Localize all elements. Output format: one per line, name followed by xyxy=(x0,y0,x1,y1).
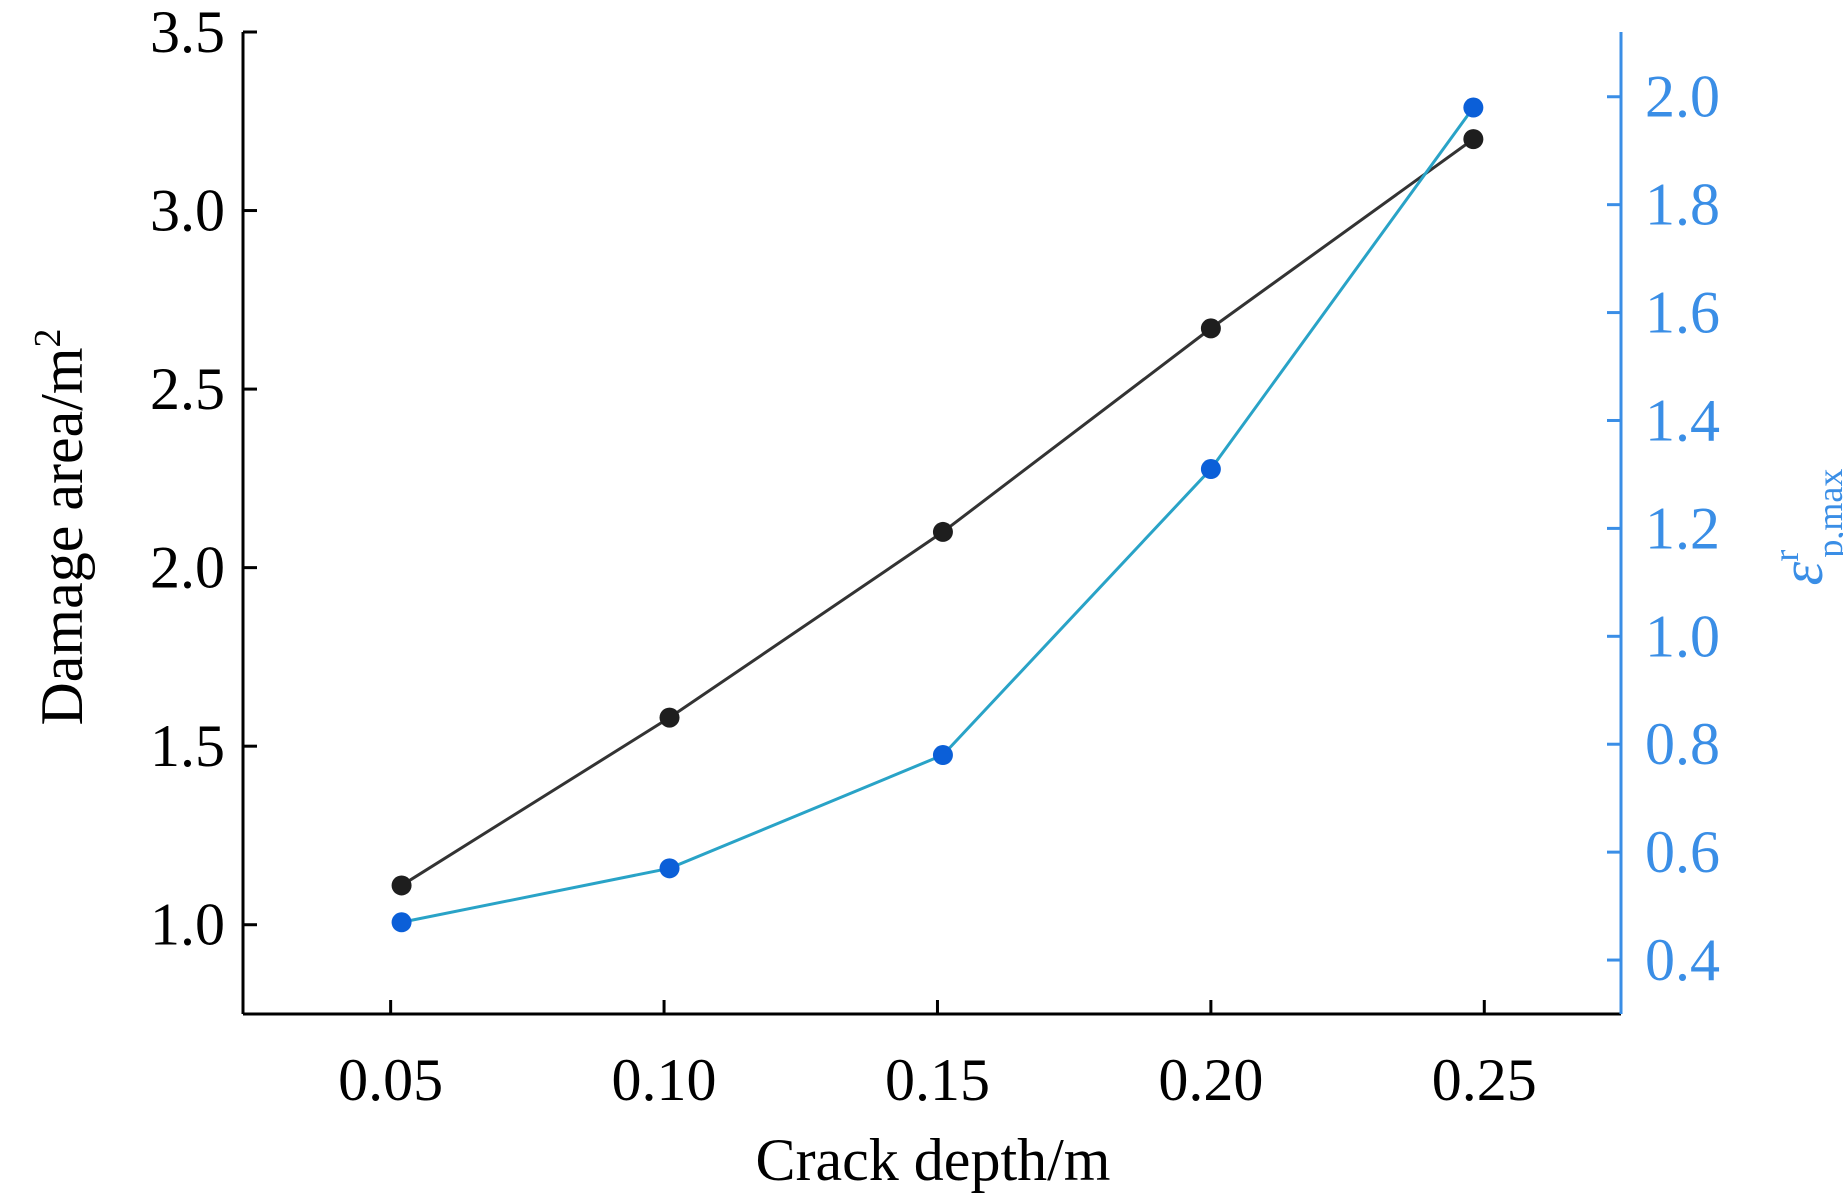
right-axis-title-symbol: ε xyxy=(1769,561,1835,585)
strain-series-point xyxy=(1463,97,1484,118)
strain-series-point xyxy=(391,912,412,933)
x-tick-label: 0.25 xyxy=(1432,1047,1537,1113)
left-tick-label: 1.0 xyxy=(150,892,225,958)
left-axis-title-text: Damage area/m xyxy=(29,347,95,725)
damage-area-series-line xyxy=(400,137,1475,887)
right-tick-label: 1.0 xyxy=(1645,603,1720,669)
damage-area-series-point xyxy=(659,707,680,728)
damage-area-series-point xyxy=(1463,129,1484,150)
x-tick-label: 0.05 xyxy=(338,1047,443,1113)
left-tick-label: 2.0 xyxy=(150,535,225,601)
right-axis-ticks: 0.4 0.6 0.8 1.0 1.2 1.4 1.6 1.8 2.0 xyxy=(1607,64,1720,993)
right-tick-label: 2.0 xyxy=(1645,64,1720,130)
x-axis-title: Crack depth/m xyxy=(756,1127,1111,1193)
left-axis-ticks: 1.0 1.5 2.0 2.5 3.0 3.5 xyxy=(150,0,257,958)
right-tick-label: 0.8 xyxy=(1645,711,1720,777)
x-axis-ticks: 0.05 0.10 0.15 0.20 0.25 xyxy=(338,1000,1537,1113)
left-axis-title: Damage area/m2 xyxy=(27,328,95,725)
damage-area-series-point xyxy=(1200,318,1221,339)
series-layer xyxy=(391,97,1484,933)
right-axis-title-subscript: p,max xyxy=(1810,469,1843,558)
damage-area-series-point xyxy=(391,875,412,896)
left-axis-title-superscript: 2 xyxy=(27,328,69,347)
right-tick-label: 1.4 xyxy=(1645,387,1720,453)
plot-frame xyxy=(241,32,1623,1016)
x-tick-label: 0.20 xyxy=(1158,1047,1263,1113)
x-tick-label: 0.10 xyxy=(612,1047,717,1113)
right-axis-title-superscript: r xyxy=(1766,550,1806,562)
right-tick-label: 1.2 xyxy=(1645,495,1720,561)
strain-series-point xyxy=(932,745,953,766)
left-tick-label: 1.5 xyxy=(150,713,225,779)
right-axis-title: εr p,max xyxy=(1766,469,1843,586)
x-tick-label: 0.15 xyxy=(885,1047,990,1113)
right-tick-label: 1.6 xyxy=(1645,280,1720,346)
strain-series-line xyxy=(401,106,1475,924)
left-tick-label: 2.5 xyxy=(150,356,225,422)
right-tick-label: 0.4 xyxy=(1645,927,1720,993)
left-tick-label: 3.5 xyxy=(150,0,225,65)
strain-series-point xyxy=(1200,459,1221,480)
right-tick-label: 0.6 xyxy=(1645,819,1720,885)
left-tick-label: 3.0 xyxy=(150,178,225,244)
right-tick-label: 1.8 xyxy=(1645,172,1720,238)
strain-series-point xyxy=(659,858,680,879)
damage-area-series-point xyxy=(932,521,953,542)
